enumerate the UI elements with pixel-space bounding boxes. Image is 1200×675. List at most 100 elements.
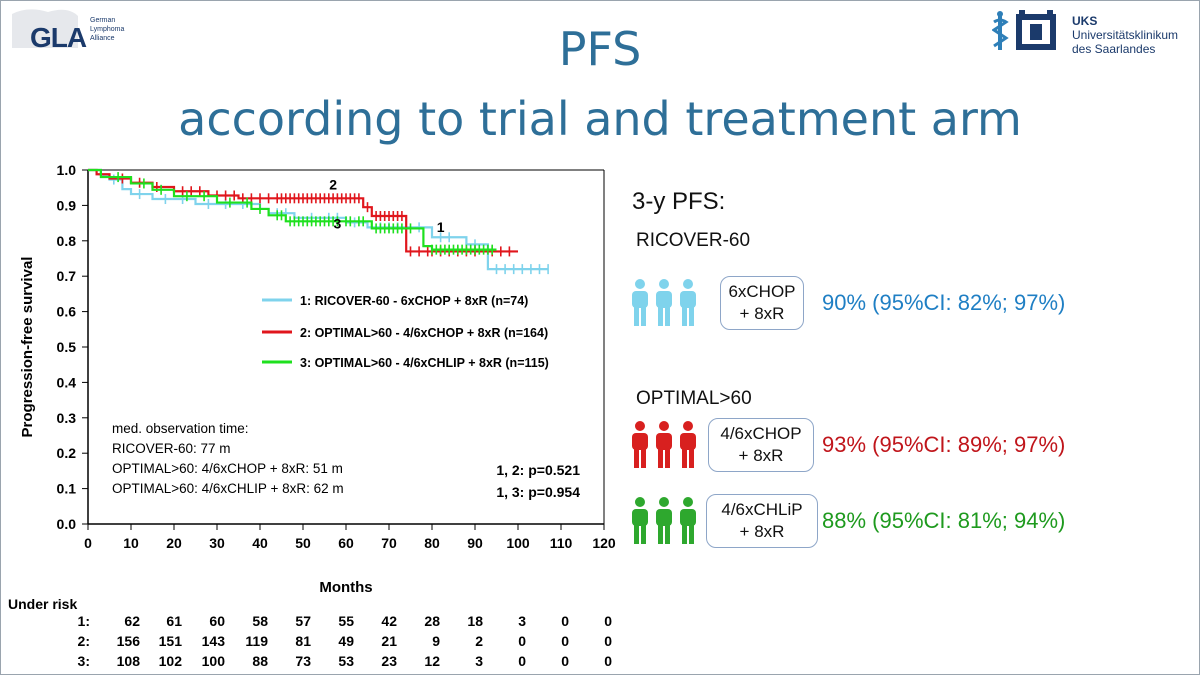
y-tick-label: 0.1: [57, 481, 77, 497]
x-tick-label: 20: [166, 535, 182, 551]
treatment-arm-line: 6xCHOP: [728, 282, 796, 301]
trial-name: RICOVER-60: [636, 230, 751, 251]
y-tick-label: 1.0: [57, 162, 77, 178]
curve-label-3: 3: [334, 215, 342, 231]
y-tick-label: 0.2: [57, 445, 77, 461]
patient-group-icon: [630, 420, 702, 470]
under-risk-cell: 58: [252, 613, 268, 629]
treatment-arm-line: 4/6xCHLiP: [721, 500, 803, 519]
treatment-arm-box: 6xCHOP + 8xR: [720, 276, 804, 330]
y-tick-label: 0.5: [57, 339, 77, 355]
y-tick-label: 0.0: [57, 516, 77, 532]
under-risk-cell: 81: [295, 633, 311, 649]
under-risk-cell: 60: [209, 613, 225, 629]
under-risk-cell: 0: [561, 613, 569, 629]
under-risk-cell: 61: [166, 613, 182, 629]
y-tick-label: 0.8: [57, 233, 77, 249]
y-axis-label: Progression-free survival: [19, 257, 36, 438]
x-axis-label: Months: [319, 579, 372, 596]
observation-note-line: OPTIMAL>60: 4/6xCHLIP + 8xR: 62 m: [112, 481, 344, 496]
under-risk-cell: 9: [432, 633, 440, 649]
y-tick-label: 0.6: [57, 304, 77, 320]
under-risk-cell: 21: [381, 633, 397, 649]
under-risk-cell: 119: [245, 633, 268, 649]
under-risk-cell: 2: [475, 633, 483, 649]
under-risk-cell: 151: [158, 633, 182, 649]
x-tick-label: 120: [592, 535, 616, 551]
uks-logo-abbr: UKS: [1072, 14, 1098, 28]
patient-group-icon: [630, 496, 702, 546]
curve-label-2: 2: [329, 176, 337, 192]
under-risk-cell: 42: [381, 613, 397, 629]
under-risk-cell: 49: [338, 633, 354, 649]
under-risk-cell: 0: [604, 613, 612, 629]
slide-title: PFS: [558, 22, 642, 76]
under-risk-cell: 156: [116, 633, 140, 649]
treatment-arm-line: + 8xR: [739, 522, 785, 541]
under-risk-row-label: 3:: [77, 653, 90, 669]
y-tick-label: 0.3: [57, 410, 77, 426]
under-risk-cell: 3: [475, 653, 483, 669]
gla-logo-mark: [12, 9, 78, 48]
pfs-value: 88% (95%CI: 81%; 94%): [822, 508, 1066, 533]
observation-note-line: med. observation time:: [112, 421, 249, 436]
treatment-arm-line: + 8xR: [738, 446, 784, 465]
p-value-text: 1, 2: p=0.521: [496, 462, 580, 478]
x-tick-label: 60: [338, 535, 354, 551]
under-risk-cell: 102: [158, 653, 182, 669]
x-tick-label: 30: [209, 535, 225, 551]
uks-logo-line1: Universitätsklinikum: [1072, 28, 1179, 42]
observation-note-line: RICOVER-60: 77 m: [112, 441, 231, 456]
legend-entry: 1: RICOVER-60 - 6xCHOP + 8xR (n=74): [300, 294, 528, 308]
under-risk-cell: 62: [124, 613, 140, 629]
under-risk-cell: 55: [338, 613, 354, 629]
under-risk-cell: 0: [604, 653, 612, 669]
under-risk-row-label: 2:: [77, 633, 90, 649]
under-risk-cell: 57: [295, 613, 311, 629]
legend-entry: 2: OPTIMAL>60 - 4/6xCHOP + 8xR (n=164): [300, 326, 548, 340]
treatment-arm-line: 4/6xCHOP: [720, 424, 802, 443]
treatment-arm-box: 4/6xCHOP + 8xR: [708, 418, 814, 472]
gla-logo-text: GLA: [30, 22, 87, 53]
under-risk-cell: 3: [518, 613, 526, 629]
under-risk-row-label: 1:: [77, 613, 90, 629]
under-risk-cell: 0: [561, 653, 569, 669]
x-tick-label: 10: [123, 535, 139, 551]
under-risk-cell: 23: [381, 653, 397, 669]
under-risk-cell: 28: [424, 613, 440, 629]
under-risk-cell: 53: [338, 653, 354, 669]
uks-logo: UKS Universitätsklinikum des Saarlandes: [992, 8, 1192, 58]
x-tick-label: 40: [252, 535, 268, 551]
under-risk-cell: 12: [424, 653, 440, 669]
under-risk-cell: 88: [252, 653, 268, 669]
treatment-arm-box: 4/6xCHLiP + 8xR: [706, 494, 818, 548]
legend-entry: 3: OPTIMAL>60 - 4/6xCHLIP + 8xR (n=115): [300, 356, 549, 370]
gla-logo-subtitle: German Lymphoma Alliance: [90, 16, 124, 43]
x-tick-label: 0: [84, 535, 92, 551]
x-tick-label: 100: [506, 535, 530, 551]
x-tick-label: 70: [381, 535, 397, 551]
pfs-value: 93% (95%CI: 89%; 97%): [822, 432, 1066, 457]
x-tick-label: 80: [424, 535, 440, 551]
curve-label-1: 1: [437, 219, 445, 235]
y-tick-label: 0.7: [57, 268, 77, 284]
uks-emblem-icon: [992, 10, 1056, 50]
under-risk-cell: 100: [201, 653, 225, 669]
under-risk-cell: 0: [518, 653, 526, 669]
km-chart: 0 10 20 30 40 50 60 70 80 90 100 110 120 0.0 0.1 0.2 0.3…: [19, 162, 616, 596]
under-risk-cell: 0: [518, 633, 526, 649]
x-tick-label: 110: [550, 535, 573, 551]
under-risk-cell: 18: [467, 613, 483, 629]
under-risk-cell: 0: [604, 633, 612, 649]
p-value-text: 1, 3: p=0.954: [496, 484, 580, 500]
under-risk-cell: 143: [201, 633, 225, 649]
gla-sub-line: Lymphoma: [90, 26, 125, 33]
series-line-2: [88, 168, 518, 253]
under-risk-cell: 108: [116, 653, 140, 669]
uks-logo-line2: des Saarlandes: [1072, 42, 1156, 56]
y-tick-label: 0.4: [57, 374, 77, 390]
x-tick-label: 90: [467, 535, 483, 551]
pfs-summary-heading: 3-y PFS:: [632, 188, 726, 215]
trial-name: OPTIMAL>60: [636, 388, 752, 409]
treatment-arm-line: + 8xR: [739, 304, 785, 323]
